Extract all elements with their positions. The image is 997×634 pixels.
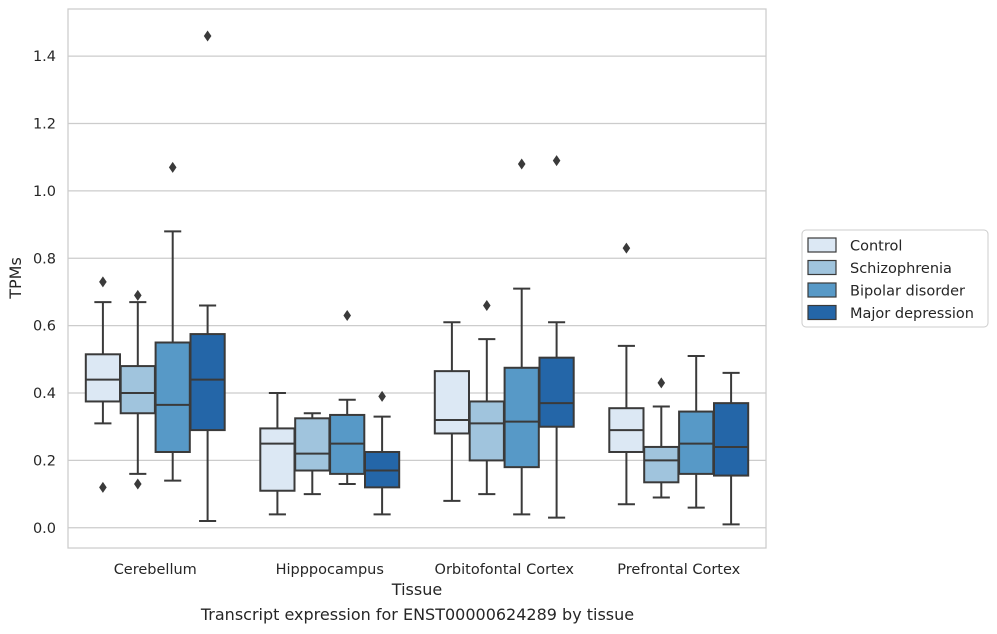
outlier-point: [99, 276, 107, 288]
legend: Control Schizophrenia Bipolar disorder Majo…: [801, 229, 989, 328]
outlier-point: [378, 390, 386, 402]
box-3-2: [538, 155, 575, 519]
box-2-1: [329, 310, 366, 485]
box-0-0: [84, 276, 122, 493]
outlier-point: [203, 30, 212, 42]
box-body: [433, 370, 471, 435]
legend-label: Bipolar disorder: [850, 284, 965, 300]
box-body: [154, 341, 191, 453]
y-tick-label: 0.6: [33, 319, 56, 335]
box-1-0: [119, 289, 156, 490]
box-2-2: [503, 158, 540, 516]
y-tick-label: 1.4: [33, 49, 56, 65]
y-tick-label: 0.4: [33, 386, 56, 402]
legend-swatch: [807, 304, 837, 321]
box-body: [189, 333, 226, 432]
legend-swatch: [807, 259, 837, 276]
legend-swatch: [807, 237, 837, 253]
box-body: [84, 353, 122, 403]
box-body: [259, 427, 296, 492]
y-tick-label: 0.2: [33, 453, 56, 469]
outlier-point: [168, 161, 177, 173]
outlier-point: [517, 158, 526, 170]
outlier-point: [657, 377, 666, 389]
x-tick-label: Cerebellum: [114, 562, 197, 578]
y-tick-label: 1.0: [33, 184, 56, 200]
box-0-1: [259, 392, 296, 516]
x-axis-label: Tissue: [391, 580, 442, 599]
box-1-2: [468, 299, 505, 496]
x-tick-labels: Cerebellum Hipppocampus Orbitofontal Corte…: [114, 562, 741, 578]
box-1-1: [294, 412, 331, 496]
box-body: [643, 445, 680, 484]
box-3-1: [363, 390, 401, 516]
box-3-0: [189, 30, 226, 523]
box-body: [294, 417, 331, 472]
box-0-2: [433, 321, 471, 502]
y-tick-label: 0.8: [33, 251, 56, 267]
legend-label: Schizophrenia: [850, 261, 952, 277]
plot-frame: [67, 8, 767, 549]
box-2-0: [154, 161, 191, 482]
box-1-3: [643, 377, 680, 499]
outlier-point: [622, 242, 631, 254]
x-tick-label: Prefrontal Cortex: [617, 562, 740, 578]
outlier-point: [343, 310, 351, 322]
y-tick-label: 1.2: [33, 117, 56, 133]
box-2-3: [678, 354, 715, 509]
box-body: [503, 366, 540, 469]
box-body: [712, 402, 750, 477]
outlier-point: [483, 299, 491, 311]
box-3-3: [712, 371, 750, 526]
outlier-point: [134, 289, 142, 301]
box-body: [119, 365, 156, 415]
y-tick-labels: 0.0 0.2 0.4 0.6 0.8 1.0 1.2 1.4: [33, 49, 56, 537]
outlier-point: [552, 155, 561, 167]
box-body: [468, 400, 505, 462]
legend-frame: [801, 229, 989, 328]
outlier-point: [99, 481, 107, 493]
box-body: [538, 356, 575, 428]
y-tick-label: 0.0: [33, 521, 56, 537]
x-tick-label: Hipppocampus: [276, 562, 384, 578]
legend-label: Control: [850, 239, 902, 255]
figure-caption: Transcript expression for ENST0000062428…: [200, 605, 635, 624]
box-0-3: [608, 242, 645, 506]
legend-swatch: [807, 282, 837, 298]
legend-label: Major depression: [850, 306, 974, 322]
y-axis-label: TPMs: [6, 257, 25, 300]
x-tick-label: Orbitofontal Cortex: [435, 562, 575, 578]
box-groups: [84, 30, 750, 526]
outlier-point: [134, 478, 142, 490]
